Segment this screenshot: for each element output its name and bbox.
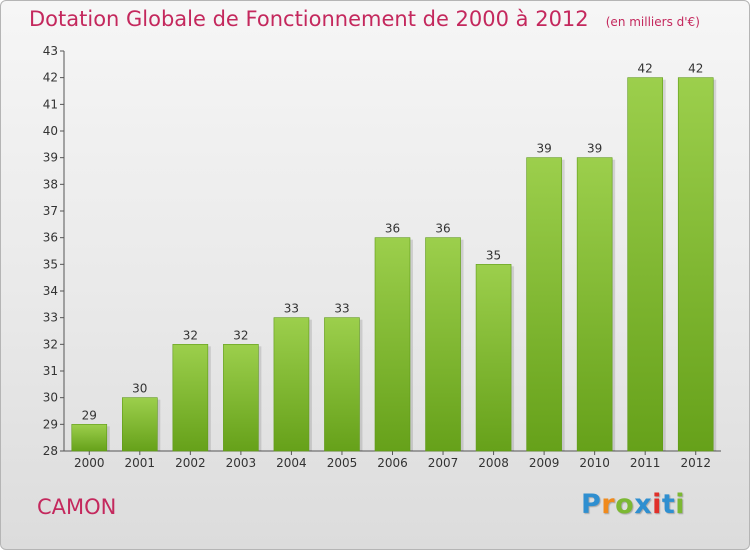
- x-tick-label: 2012: [680, 456, 711, 470]
- bar-value-label: 30: [132, 382, 147, 396]
- x-tick-label: 2009: [529, 456, 560, 470]
- bar: [273, 317, 310, 452]
- x-tick-label: 2000: [74, 456, 105, 470]
- y-tick-label: 42: [43, 71, 58, 85]
- bar-value-label: 32: [183, 328, 198, 342]
- y-tick-label: 43: [43, 44, 58, 58]
- logo-letter: i: [652, 489, 662, 520]
- bar: [122, 397, 158, 452]
- bar: [425, 237, 461, 452]
- bar-value-label: 39: [536, 142, 551, 156]
- axes: 28 29 30 31 32 33 34 35 36 37 38 39 40 41 42 43 2000 2001…: [43, 44, 721, 470]
- bars: 29 30 32 32 33 33 36 36 35 39 39 42 42: [71, 62, 717, 452]
- bar: [677, 77, 714, 452]
- commune-name: CAMON: [37, 495, 117, 519]
- x-tick-label: 2011: [630, 456, 661, 470]
- bar-value-label: 42: [638, 62, 653, 76]
- y-tick-label: 33: [43, 311, 58, 325]
- x-tick-label: 2008: [478, 456, 509, 470]
- y-tick-label: 36: [43, 231, 58, 245]
- bar: [324, 317, 360, 452]
- y-tick-label: 30: [43, 391, 58, 405]
- bar-value-label: 33: [284, 302, 299, 316]
- y-tick-label: 41: [43, 97, 58, 111]
- y-tick-label: 31: [43, 364, 58, 378]
- x-tick-label: 2004: [276, 456, 307, 470]
- bar: [71, 424, 108, 452]
- chart-unit-note: (en milliers d'€): [605, 15, 700, 29]
- bar-value-label: 39: [587, 142, 602, 156]
- logo-letter: x: [634, 489, 653, 520]
- bar: [172, 344, 209, 452]
- bar-value-label: 35: [486, 248, 501, 262]
- y-tick-label: 34: [43, 284, 58, 298]
- bar-value-label: 32: [233, 328, 248, 342]
- y-tick-label: 29: [43, 417, 58, 431]
- bar-value-label: 29: [82, 408, 97, 422]
- bar: [374, 237, 411, 452]
- y-tick-label: 32: [43, 337, 58, 351]
- logo-letter: P: [581, 489, 602, 520]
- logo-letter: t: [661, 489, 676, 520]
- chart-title: Dotation Globale de Fonctionnement de 20…: [29, 7, 589, 31]
- y-tick-label: 39: [43, 151, 58, 165]
- bar: [627, 77, 663, 452]
- y-tick-label: 40: [43, 124, 58, 138]
- proxiti-logo[interactable]: Proxiti: [581, 489, 685, 520]
- x-tick-label: 2007: [428, 456, 459, 470]
- bar: [526, 157, 562, 452]
- logo-letter: o: [615, 489, 635, 520]
- x-tick-label: 2002: [175, 456, 206, 470]
- logo-letter: r: [601, 489, 616, 520]
- x-tick-label: 2010: [579, 456, 610, 470]
- bar-value-label: 42: [688, 62, 703, 76]
- x-tick-label: 2001: [125, 456, 156, 470]
- bar: [576, 157, 613, 452]
- bar: [475, 264, 512, 452]
- bar-value-label: 36: [435, 222, 450, 236]
- bar: [223, 344, 259, 452]
- y-tick-label: 28: [43, 444, 58, 458]
- x-tick-label: 2006: [377, 456, 408, 470]
- chart-header: Dotation Globale de Fonctionnement de 20…: [29, 7, 700, 31]
- x-tick-label: 2003: [226, 456, 257, 470]
- x-tick-label: 2005: [327, 456, 358, 470]
- y-tick-label: 38: [43, 177, 58, 191]
- bar-value-label: 33: [334, 302, 349, 316]
- logo-letter: i: [675, 489, 686, 520]
- y-tick-label: 37: [43, 204, 58, 218]
- y-tick-label: 35: [43, 257, 58, 271]
- bar-value-label: 36: [385, 222, 400, 236]
